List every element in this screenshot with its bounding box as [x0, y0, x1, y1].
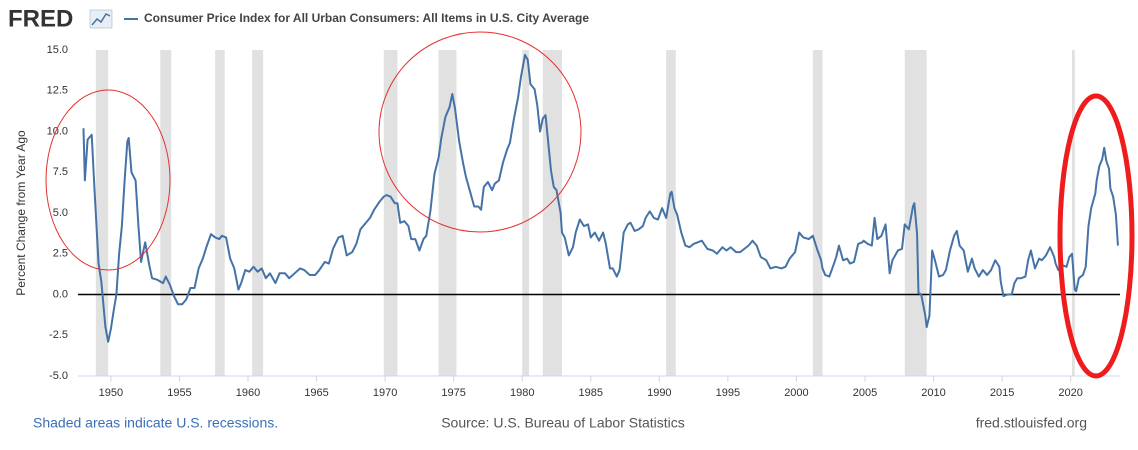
footnote[interactable]: Shaded areas indicate U.S. recessions. — [33, 415, 278, 431]
x-tick-label: 1965 — [304, 387, 328, 399]
recession-band — [812, 50, 823, 376]
y-tick-label: 0.0 — [53, 288, 68, 300]
x-tick-label: 1980 — [510, 387, 534, 399]
y-tick-label: -5.0 — [49, 370, 68, 382]
logo-icon — [89, 9, 113, 29]
y-tick-label: 12.5 — [47, 85, 68, 97]
source: Source: U.S. Bureau of Labor Statistics — [441, 415, 685, 431]
recession-band — [383, 50, 398, 376]
recession-band — [215, 50, 225, 376]
x-tick-label: 1975 — [441, 387, 465, 399]
annotation-circle — [378, 31, 582, 233]
x-tick-label: 1990 — [647, 387, 671, 399]
annotation-circle — [45, 89, 171, 271]
logo: FRED — [8, 5, 73, 32]
y-axis-label: Percent Change from Year Ago — [14, 130, 28, 296]
y-tick-label: -2.5 — [49, 329, 68, 341]
x-tick-label: 1950 — [99, 387, 123, 399]
recession-band — [522, 50, 530, 376]
url[interactable]: fred.stlouisfed.org — [976, 415, 1087, 431]
y-tick-label: 7.5 — [53, 166, 68, 178]
y-tick-label: 2.5 — [53, 248, 68, 260]
recession-band — [1072, 50, 1075, 376]
recession-band — [252, 50, 264, 376]
x-tick-label: 1960 — [236, 387, 260, 399]
x-tick-label: 2000 — [784, 387, 808, 399]
x-tick-label: 2020 — [1058, 387, 1082, 399]
plot-area: 15.0 12.5 10.0 7.5 5.0 2.5 0.0 -2.5 -5.0 1950 1955… — [47, 44, 1120, 399]
x-tick-label: 1995 — [716, 387, 740, 399]
x-tick-label: 1985 — [579, 387, 603, 399]
x-tick-label: 1970 — [373, 387, 397, 399]
series-line — [82, 53, 1119, 343]
y-tick-label: 15.0 — [47, 44, 68, 56]
annotation-circle — [1057, 93, 1135, 379]
x-tick-label: 1955 — [167, 387, 191, 399]
x-tick-label: 2015 — [990, 387, 1014, 399]
x-tick-label: 2005 — [853, 387, 877, 399]
y-tick-label: 10.0 — [47, 125, 68, 137]
y-tick-label: 5.0 — [53, 207, 68, 219]
recession-band — [666, 50, 676, 376]
legend-label: Consumer Price Index for All Urban Consu… — [144, 11, 589, 25]
x-tick-label: 2010 — [921, 387, 945, 399]
recession-band — [542, 50, 562, 376]
